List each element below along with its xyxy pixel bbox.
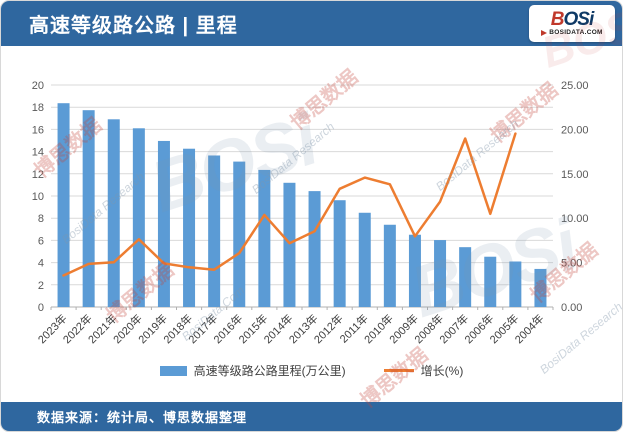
logo-triangle-icon: [541, 29, 548, 36]
legend-item-growth: 增长(%): [383, 362, 464, 379]
y-axis-tick-label: 6: [38, 235, 44, 247]
y-axis-tick-label: 14: [32, 147, 44, 159]
page-title: 高速等级路公路 | 里程: [29, 15, 238, 37]
y2-axis-tick-label: 10.00: [561, 213, 589, 225]
bosi-logo-subtext: BOSIDATA.COM: [549, 29, 603, 36]
mileage-bar: [283, 182, 296, 307]
y2-axis-tick-label: 25.00: [561, 80, 589, 92]
y-axis-tick-label: 10: [32, 191, 44, 203]
y-axis-tick-label: 4: [38, 258, 44, 270]
mileage-bar: [82, 110, 95, 308]
y2-axis-tick-label: 5.00: [561, 258, 582, 270]
mileage-bar: [258, 169, 271, 307]
mileage-bar: [157, 140, 170, 307]
mileage-bar: [509, 261, 522, 307]
line-series-swatch: [383, 369, 414, 372]
legend-label-growth: 增长(%): [420, 364, 464, 378]
mileage-growth-combo-chart: 0 2 4 6 8 10 12 14 16 18 20 0.00 5.00 10.00 15.00 20.00…: [32, 80, 589, 346]
growth-line: [62, 132, 517, 277]
mileage-bar: [333, 200, 346, 307]
mileage-bar: [408, 234, 421, 307]
bar-series-swatch: [159, 365, 187, 376]
y2-axis-tick-label: 15.00: [561, 169, 589, 181]
y-axis-tick-label: 0: [38, 302, 44, 314]
y-axis-tick-label: 8: [38, 213, 44, 225]
y2-axis-tick-label: 0.00: [561, 302, 582, 314]
bosi-logo-text: BOSi: [550, 9, 594, 30]
mileage-bar: [233, 161, 246, 307]
mileage-bar: [434, 240, 447, 307]
mileage-bar: [534, 268, 547, 307]
mileage-bar: [459, 247, 472, 307]
mileage-bar: [57, 103, 70, 307]
mileage-bar: [107, 119, 120, 307]
chart-region: 0 2 4 6 8 10 12 14 16 18 20 0.00 5.00 10.00 15.00 20.00…: [1, 46, 622, 361]
y-axis-tick-label: 2: [38, 280, 44, 292]
legend-label-mileage: 高速等级路公路里程(万公里): [193, 364, 346, 378]
mileage-bar: [308, 191, 321, 307]
mileage-bar: [183, 148, 196, 307]
mileage-bar: [358, 212, 371, 307]
y-axis-tick-label: 18: [32, 102, 44, 114]
y-axis-tick-label: 16: [32, 124, 44, 136]
data-source-note: 数据来源：统计局、博思数据整理: [37, 410, 248, 425]
header-bar: 高速等级路公路 | 里程 BOSi BOSIDATA.COM: [1, 1, 622, 46]
x-axis-tick-label: 2004年: [512, 311, 547, 346]
mileage-bar: [208, 155, 221, 307]
y-axis-tick-label: 20: [32, 80, 44, 92]
footer-bar: 数据来源：统计局、博思数据整理: [1, 402, 622, 431]
mileage-bar: [484, 256, 497, 307]
mileage-bar: [383, 224, 396, 307]
bosi-logo: BOSi BOSIDATA.COM: [529, 5, 615, 42]
y-axis-tick-label: 12: [32, 169, 44, 181]
y2-axis-tick-label: 20.00: [561, 124, 589, 136]
mileage-bar: [132, 128, 145, 307]
chart-legend: 高速等级路公路里程(万公里) 增长(%): [1, 362, 622, 379]
legend-item-mileage: 高速等级路公路里程(万公里): [159, 362, 346, 379]
